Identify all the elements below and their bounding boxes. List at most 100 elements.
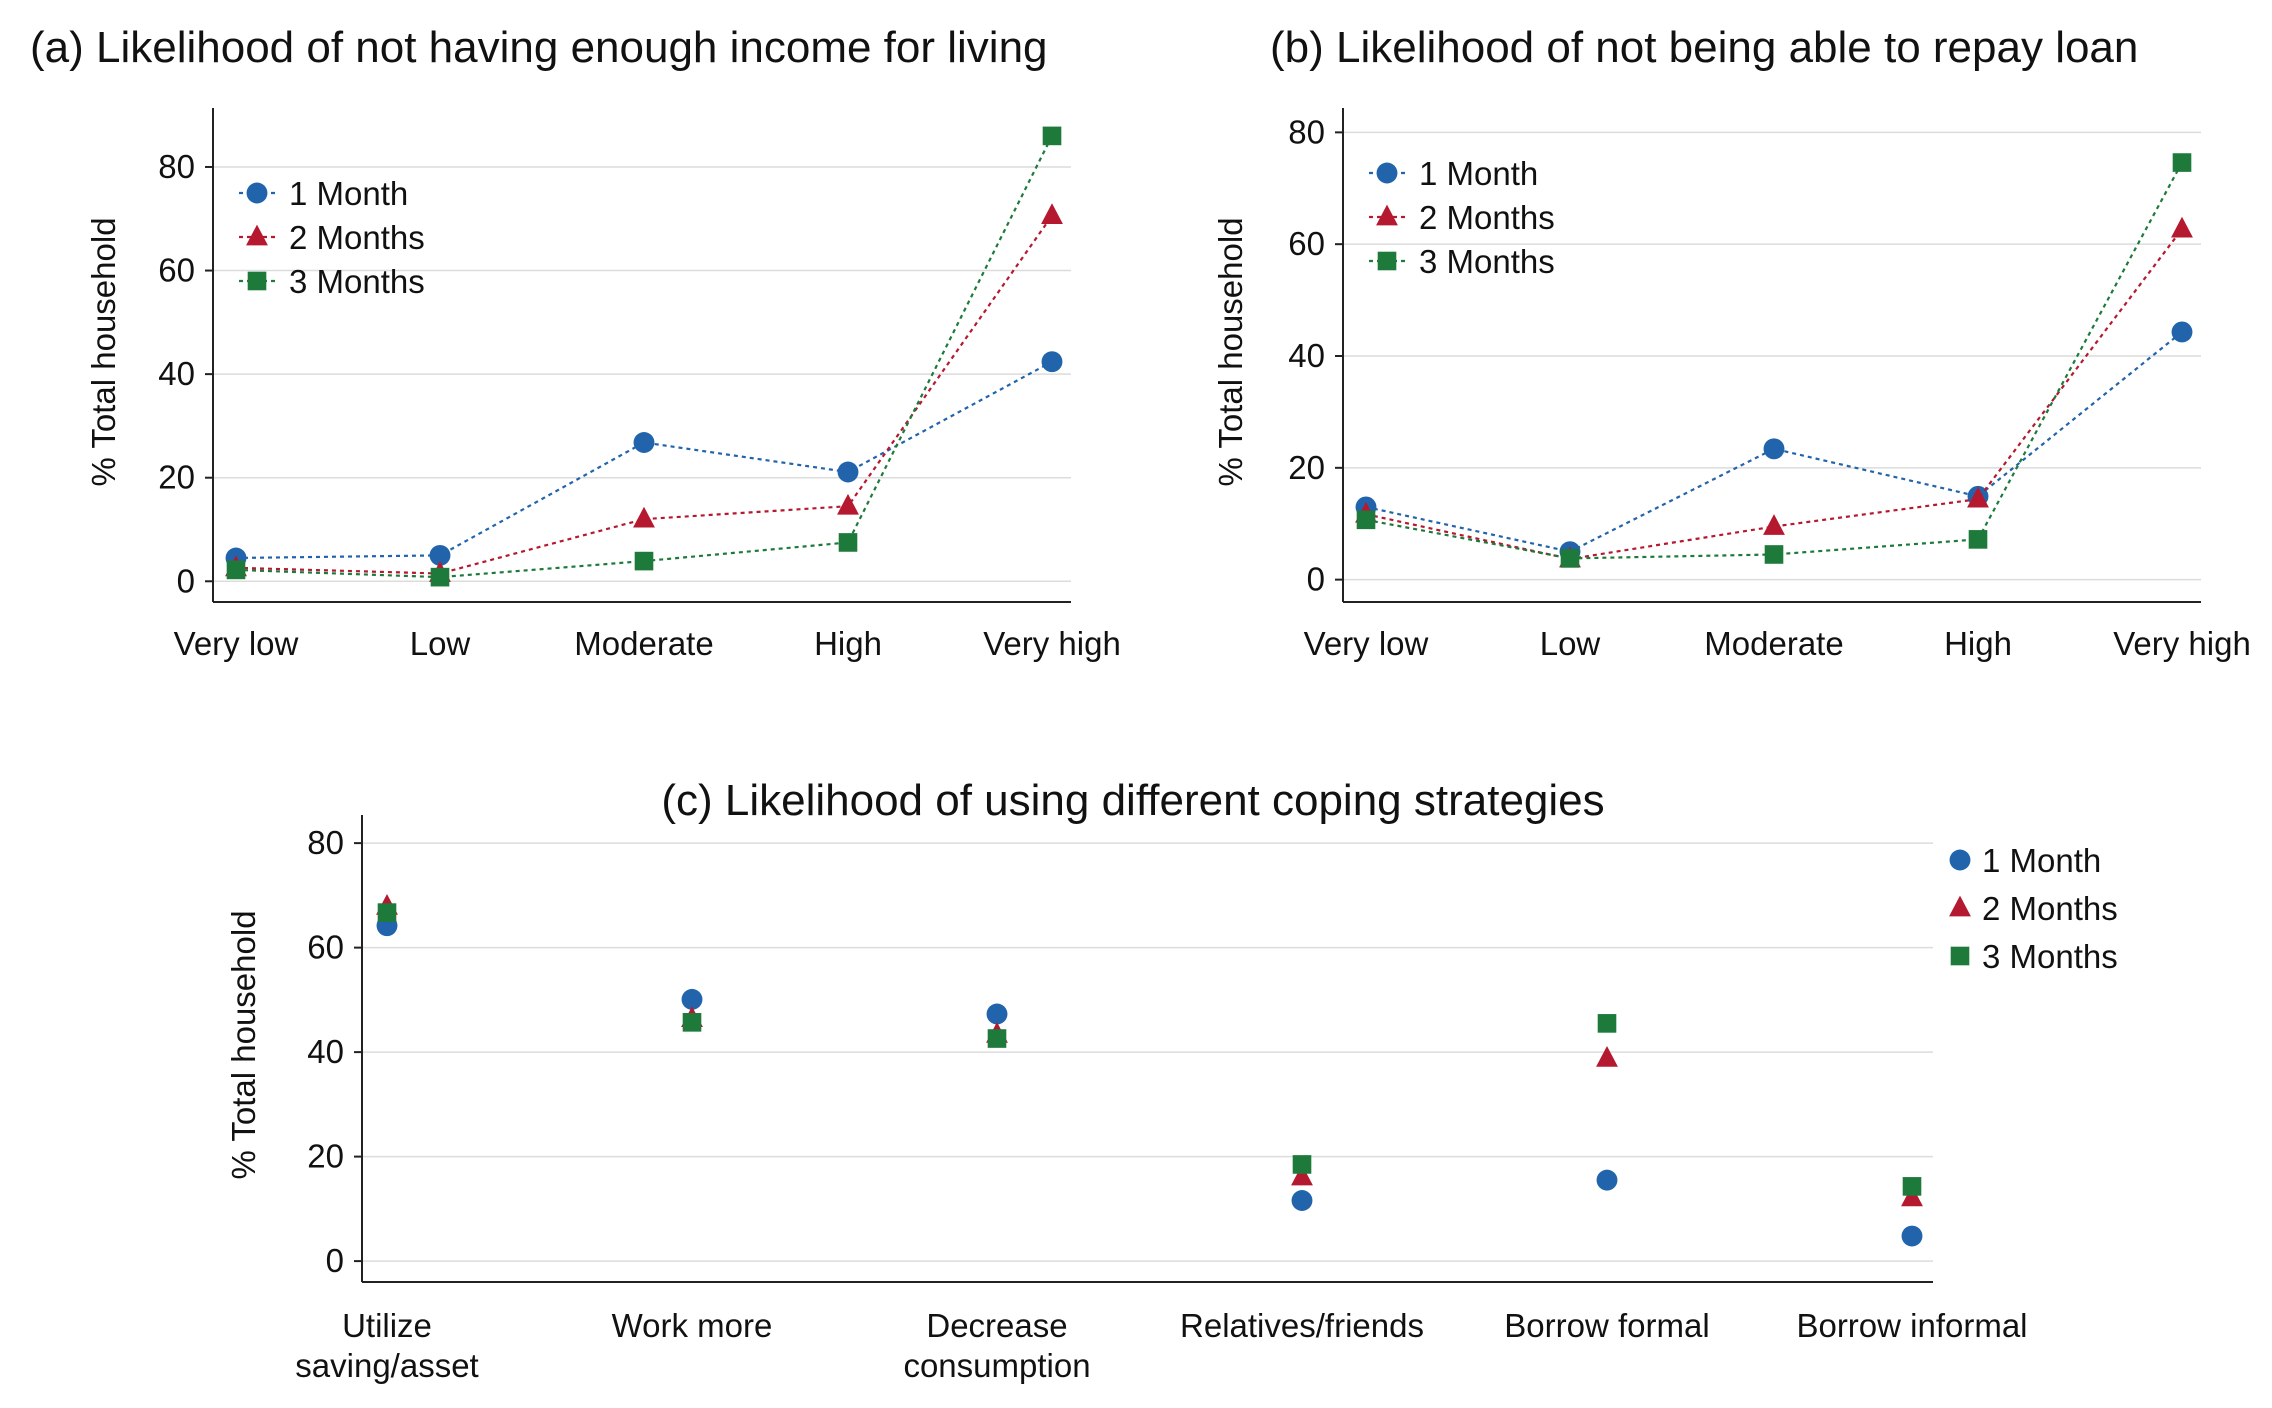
panel-b-legend-label-2-months: 2 Months (1419, 199, 1555, 236)
panel-b-series-3-months (1356, 153, 2192, 568)
panel-b-legend-marker-2-months (1376, 204, 1398, 226)
panel-b-point-3-months-high (1968, 530, 1988, 549)
panel-a-point-3-months-moderate (634, 551, 654, 571)
panel-a-point-1-month-very-high (1041, 351, 1063, 373)
panel-a-legend: 1 Month 2 Months 3 Months (239, 175, 425, 300)
panel-c-ylabel: % Total household (225, 910, 262, 1179)
panel-c-xtick-utilize-saving-asset: Utilize saving/asset (295, 1307, 478, 1384)
panel-a-series-3-months (226, 126, 1062, 587)
panel-c-point-3-months-work-more (682, 1013, 702, 1032)
panel-c-legend-item-3-months: 3 Months (1950, 938, 2118, 975)
panel-b-legend-marker-3-months (1377, 251, 1397, 271)
panel-a-ytick-label-20: 20 (158, 459, 195, 496)
panel-b-line-2-months (1365, 228, 2183, 561)
panel-a-xtick-very-low: Very low (174, 625, 299, 662)
panel-b-xtick-very-high: Very high (2113, 625, 2251, 662)
panel-a-xtick-high: High (814, 625, 882, 662)
panel-b-point-3-months-low (1560, 549, 1580, 568)
panel-c-point-3-months-borrow-formal (1597, 1014, 1617, 1033)
panel-b-title: (b) Likelihood of not being able to repa… (1270, 23, 2138, 72)
panel-c-xtick-work-more: Work more (612, 1307, 773, 1344)
panel-a-point-3-months-high (838, 533, 858, 552)
panel-c-xtick-decrease-consumption: Decrease consumption (903, 1307, 1090, 1384)
panel-b-chart: (b) Likelihood of not being able to repa… (1212, 23, 2251, 662)
panel-c-xtick-relatives-friends: Relatives/friends (1180, 1307, 1424, 1344)
panel-c-legend-marker-2-months (1949, 895, 1971, 917)
panel-b-legend: 1 Month 2 Months 3 Months (1369, 155, 1555, 280)
panel-c-legend-marker-1-month (1949, 849, 1971, 871)
panel-c-point-3-months-relatives-friends (1292, 1155, 1312, 1174)
panel-a-xtick-very-high: Very high (983, 625, 1121, 662)
panel-b-ytick-label-80: 80 (1288, 113, 1325, 150)
panel-c-point-1-month-decrease-consumption (986, 1003, 1008, 1025)
panel-b-point-3-months-very-low (1356, 510, 1376, 530)
panel-c-xtick-borrow-informal: Borrow informal (1796, 1307, 2027, 1344)
panel-b-point-3-months-very-high (2172, 153, 2192, 172)
panel-c-xtick-borrow-formal: Borrow formal (1504, 1307, 1709, 1344)
panel-a-legend-item-2-months: 2 Months (239, 219, 425, 256)
panel-b-xtick-low: Low (1540, 625, 1601, 662)
panel-a-line-1-month (235, 360, 1053, 560)
panel-b-xtick-moderate: Moderate (1704, 625, 1843, 662)
panel-c-point-2-months-borrow-formal (1596, 1046, 1618, 1067)
panel-b-point-2-months-moderate (1763, 514, 1785, 535)
panel-b-legend-label-3-months: 3 Months (1419, 243, 1555, 280)
panel-c-point-3-months-decrease-consumption (987, 1029, 1007, 1048)
panel-a-point-3-months-very-high (1042, 126, 1062, 146)
panel-c-point-1-month-borrow-formal (1596, 1169, 1618, 1191)
panel-a-point-2-months-high (837, 493, 859, 515)
panel-a-title: (a) Likelihood of not having enough inco… (30, 23, 1048, 72)
panel-c-ytick-label-20: 20 (307, 1138, 344, 1175)
panel-c-series-3-months (377, 903, 1922, 1196)
panel-c-chart: (c) Likelihood of using different coping… (225, 776, 2118, 1384)
panel-a-point-2-months-very-high (1041, 203, 1063, 225)
panel-c-point-2-months-relatives-friends (1291, 1164, 1313, 1186)
panel-b-ylabel: % Total household (1212, 217, 1249, 486)
panel-c-point-2-months-borrow-informal (1901, 1185, 1923, 1207)
panel-a-legend-marker-1-month (246, 182, 268, 204)
panel-c-legend-label-1-month: 1 Month (1982, 842, 2101, 879)
panel-c-point-3-months-borrow-informal (1902, 1177, 1922, 1196)
panel-b-xtick-high: High (1944, 625, 2012, 662)
panel-a-ytick-label-0: 0 (177, 562, 195, 599)
panel-b-point-2-months-high (1967, 486, 1989, 508)
panel-c-legend: 1 Month 2 Months 3 Months (1949, 842, 2118, 975)
panel-b-legend-item-1-month: 1 Month (1369, 155, 1538, 192)
panel-a-ytick-label-40: 40 (158, 355, 195, 392)
panel-a-ylabel: % Total household (85, 217, 122, 486)
panel-b-legend-label-1-month: 1 Month (1419, 155, 1538, 192)
panel-b-point-3-months-moderate (1764, 545, 1784, 564)
panel-c-legend-item-1-month: 1 Month (1949, 842, 2101, 879)
panel-a-legend-label-1-month: 1 Month (289, 175, 408, 212)
panel-c-legend-marker-3-months (1950, 946, 1970, 966)
panel-b-point-2-months-very-high (2171, 216, 2193, 238)
panel-b-legend-marker-1-month (1376, 162, 1398, 184)
panel-b-ytick-label-0: 0 (1307, 561, 1325, 598)
panel-c-point-1-month-work-more (681, 988, 703, 1010)
panel-a-ytick-label-60: 60 (158, 252, 195, 289)
panel-c-legend-label-3-months: 3 Months (1982, 938, 2118, 975)
panel-b-ytick-label-20: 20 (1288, 449, 1325, 486)
panel-a-point-3-months-low (430, 567, 450, 587)
panel-a-legend-item-1-month: 1 Month (239, 175, 408, 212)
panel-a-ytick-label-80: 80 (158, 148, 195, 185)
panel-a-point-1-month-low (429, 544, 451, 566)
panel-c-legend-label-2-months: 2 Months (1982, 890, 2118, 927)
panel-c-ytick-label-40: 40 (307, 1033, 344, 1070)
panel-c-title: (c) Likelihood of using different coping… (661, 776, 1604, 825)
panel-a-chart: (a) Likelihood of not having enough inco… (30, 23, 1121, 662)
panel-a-legend-label-2-months: 2 Months (289, 219, 425, 256)
panel-a-xtick-low: Low (410, 625, 471, 662)
panel-a-xtick-moderate: Moderate (574, 625, 713, 662)
panel-a-legend-label-3-months: 3 Months (289, 263, 425, 300)
panel-b-legend-item-2-months: 2 Months (1369, 199, 1555, 236)
panel-a-legend-marker-2-months (246, 224, 268, 246)
panel-b-ytick-label-40: 40 (1288, 337, 1325, 374)
panel-a-point-1-month-moderate (633, 432, 655, 453)
panel-a-point-2-months-moderate (633, 506, 655, 528)
panel-c-point-3-months-utilize-saving-asset (377, 903, 397, 922)
panel-b-point-1-month-very-high (2171, 321, 2193, 343)
panel-b-line-1-month (1365, 331, 2183, 553)
panel-c-point-1-month-relatives-friends (1291, 1190, 1313, 1211)
